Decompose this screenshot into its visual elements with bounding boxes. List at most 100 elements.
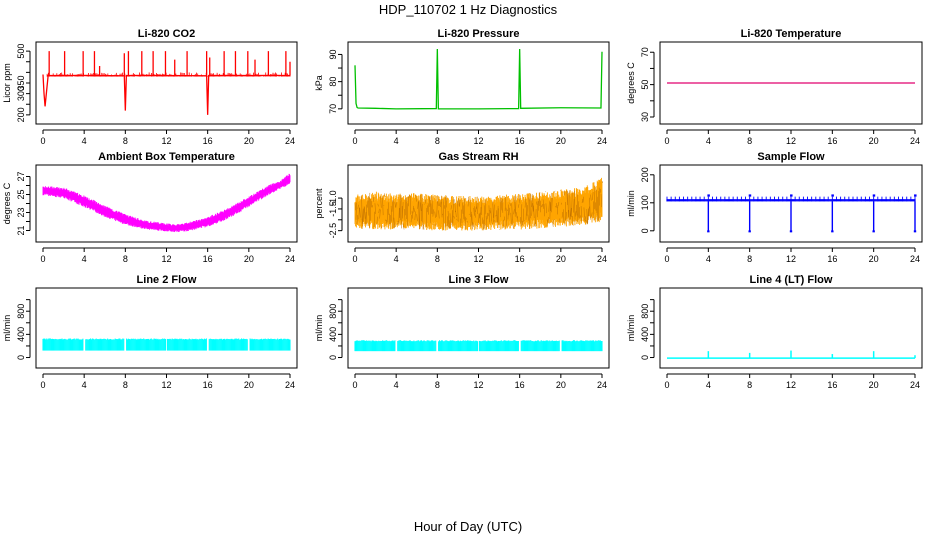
x-tick-label: 4 (394, 380, 399, 390)
data-speck (386, 219, 388, 224)
panel-title: Li-820 Temperature (741, 28, 842, 40)
data-speck (521, 220, 524, 225)
data-speck (509, 202, 511, 206)
data-speck (517, 216, 519, 222)
data-speck (471, 214, 473, 230)
data-speck (467, 196, 469, 207)
x-tick-label: 12 (473, 380, 483, 390)
data-speck (587, 208, 589, 224)
data-speck (425, 199, 427, 204)
data-speck (480, 207, 482, 226)
data-speck (451, 210, 453, 226)
data-speck (382, 196, 384, 216)
data-speck (367, 200, 369, 208)
data-speck (357, 204, 359, 209)
data-speck (510, 212, 512, 225)
data-speck (530, 193, 532, 208)
data-speck (477, 202, 479, 215)
data-speck (489, 210, 491, 214)
data-speck (540, 200, 542, 213)
plot-frame (659, 164, 923, 243)
data-speck (540, 205, 543, 208)
data-speck (549, 202, 551, 224)
data-speck (428, 197, 430, 207)
data-speck (470, 211, 472, 227)
data-speck (438, 210, 440, 219)
data-speck (364, 207, 366, 219)
data-speck (411, 211, 413, 219)
data-speck (444, 205, 446, 209)
y-tick-label: 70 (640, 47, 650, 57)
y-tick-label: 0 (16, 355, 26, 360)
data-speck (551, 197, 553, 213)
data-speck (443, 199, 445, 231)
data-speck (365, 211, 367, 225)
data-speck (498, 208, 500, 228)
x-tick-label: 0 (664, 380, 669, 390)
data-speck (560, 189, 561, 191)
data-speck (556, 203, 558, 209)
data-speck (580, 206, 582, 222)
data-speck (563, 191, 565, 196)
x-tick-label: 4 (82, 380, 87, 390)
data-speck (456, 218, 458, 221)
data-speck (407, 203, 409, 227)
data-speck (377, 203, 379, 207)
y-axis-title: degrees C (2, 182, 12, 224)
x-tick-label: 0 (352, 380, 357, 390)
data-speck (493, 204, 495, 223)
data-speck (507, 204, 509, 220)
data-speck (519, 194, 521, 204)
data-speck (396, 223, 398, 226)
data-speck (422, 203, 424, 230)
x-tick-label: 24 (910, 136, 920, 146)
x-tick-label: 16 (515, 254, 525, 264)
data-speck (407, 196, 410, 207)
data-speck (452, 197, 454, 224)
x-tick-label: 12 (786, 380, 796, 390)
data-speck (559, 218, 561, 223)
plot-data (354, 340, 603, 352)
data-speck (578, 201, 580, 218)
data-speck (361, 195, 363, 229)
data-speck (543, 204, 545, 217)
data-speck (578, 207, 581, 219)
y-tick-label: 90 (328, 49, 338, 59)
x-tick-label: 24 (597, 254, 607, 264)
data-speck (565, 211, 567, 221)
data-speck (531, 203, 533, 216)
data-speck (594, 185, 596, 210)
data-speck (555, 205, 557, 208)
data-speck (568, 210, 570, 224)
x-tick-label: 4 (706, 136, 711, 146)
data-speck (589, 197, 591, 220)
y-tick-label: 50 (640, 80, 650, 90)
data-speck (481, 201, 483, 216)
data-speck (520, 217, 522, 224)
x-tick-label: 0 (664, 136, 669, 146)
plot-frame (347, 287, 610, 369)
data-speck (448, 220, 450, 229)
x-tick-label: 24 (910, 254, 920, 264)
x-tick-label: 12 (786, 254, 796, 264)
data-speck (410, 214, 412, 223)
y-tick-label: 25 (16, 189, 26, 199)
data-speck (445, 197, 447, 227)
y-tick-label: 800 (328, 304, 338, 319)
data-speck (388, 202, 390, 216)
data-speck (432, 209, 434, 217)
x-tick-label: 20 (869, 136, 879, 146)
plot-data (667, 350, 916, 359)
data-speck (513, 209, 515, 215)
plot-data (42, 51, 291, 115)
data-speck (459, 199, 461, 207)
data-speck (532, 194, 534, 212)
data-speck (442, 213, 444, 216)
y-tick-label: 0 (640, 355, 650, 360)
data-speck (598, 187, 600, 206)
y-tick-label: 350 (16, 75, 26, 90)
data-speck (412, 205, 414, 214)
data-speck (601, 180, 603, 184)
panel-2: Li-820 Pressure 0 4 8 12 16 20 24 70 80 90 kPa (314, 28, 610, 146)
data-speck (385, 219, 387, 222)
